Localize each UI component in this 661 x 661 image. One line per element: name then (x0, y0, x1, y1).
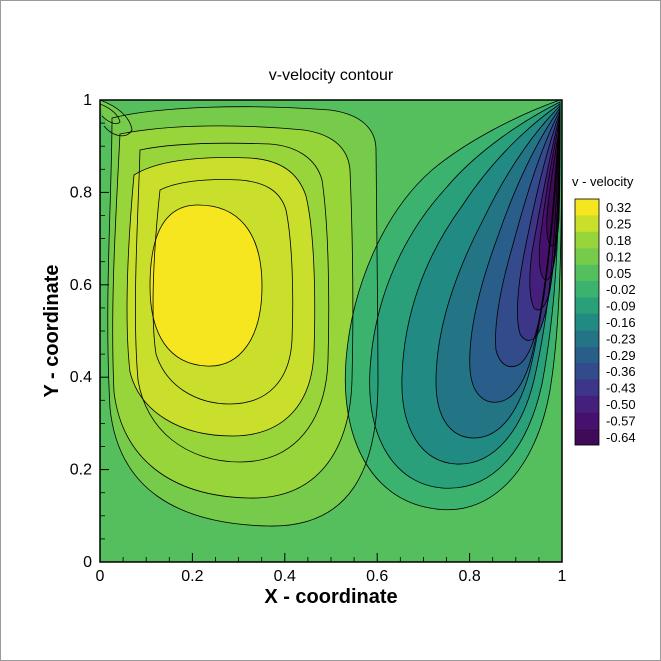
x-axis-ticks: 0 0.2 0.4 0.6 0.8 1 (96, 553, 567, 585)
y-tick-label: 0.8 (70, 184, 92, 201)
y-tick-label: 0.4 (70, 369, 92, 386)
contour-line-extra-3 (100, 103, 121, 124)
contour-line-extra-2 (100, 100, 133, 137)
x-tick-label: 1 (558, 568, 567, 585)
positive-band-3 (150, 204, 262, 367)
contour-line-extra-0 (135, 142, 330, 463)
legend-label: 0.18 (606, 233, 631, 248)
x-tick-label: 0.8 (458, 568, 480, 585)
x-axis-label: X - coordinate (264, 586, 397, 608)
legend-label: -0.23 (606, 331, 636, 346)
contour-line-5 (369, 101, 561, 489)
contour-line-8 (469, 106, 561, 403)
contour-line-0 (107, 106, 379, 527)
x-tick-label: 0.2 (181, 568, 203, 585)
legend-swatch (575, 281, 599, 298)
contour-line-6 (401, 103, 561, 465)
legend-swatch (575, 313, 599, 331)
y-tick-label: 1 (83, 92, 92, 109)
legend-swatch (575, 264, 599, 282)
legend-label: 0.12 (606, 249, 631, 264)
legend-label: -0.43 (606, 381, 636, 396)
legend-swatch (575, 428, 599, 446)
legend-swatch (575, 231, 599, 249)
legend-swatch (575, 363, 599, 380)
x-tick-label: 0.6 (366, 568, 388, 585)
legend-label: 0.05 (606, 266, 631, 281)
plot-area (100, 100, 562, 562)
contour-line-2 (126, 157, 316, 437)
legend-swatch (575, 248, 599, 265)
legend-label: -0.29 (606, 348, 636, 363)
legend-label: -0.09 (606, 299, 636, 314)
y-axis-ticks: 0 0.2 0.4 0.6 0.8 1 (70, 92, 109, 571)
legend-swatches (574, 198, 600, 446)
legend-label: -0.50 (606, 397, 636, 412)
y-tick-label: 0.2 (70, 462, 92, 479)
legend: v - velocity 0.32 0.250.180.12 0.05-0.02 -0… (572, 174, 636, 446)
contour-lines (100, 100, 562, 527)
x-tick-label: 0 (96, 568, 105, 585)
legend-swatch (575, 297, 599, 314)
x-tick-label: 0.4 (274, 568, 296, 585)
legend-label: 0.25 (606, 217, 631, 232)
legend-swatch (575, 199, 599, 216)
contour-line-1 (112, 125, 354, 499)
legend-swatch (575, 215, 599, 232)
legend-label: -0.36 (606, 364, 636, 379)
legend-label: -0.02 (606, 282, 636, 297)
contour-line-11 (529, 113, 561, 311)
legend-border (574, 198, 600, 446)
legend-label: 0.32 (606, 200, 631, 215)
contour-line-12 (538, 117, 561, 281)
legend-swatch (575, 412, 599, 429)
contour-line-13 (546, 123, 561, 247)
legend-swatch (575, 346, 599, 364)
contour-line-extra-1 (152, 179, 294, 405)
legend-label: -0.64 (606, 430, 636, 445)
contour-line-4 (344, 100, 562, 510)
y-axis-label: Y - coordinate (41, 265, 63, 398)
legend-swatch (575, 330, 599, 347)
legend-labels: 0.32 0.250.180.12 0.05-0.02 -0.09-0.16-0.23… (606, 200, 636, 445)
contour-line-3 (149, 204, 263, 367)
contour-line-9 (495, 109, 561, 367)
legend-swatch (575, 395, 599, 413)
legend-label: -0.57 (606, 413, 636, 428)
legend-label: -0.16 (606, 315, 636, 330)
y-tick-label: 0.6 (70, 277, 92, 294)
legend-swatch (575, 379, 599, 396)
y-tick-label: 0 (83, 554, 92, 571)
legend-title: v - velocity (572, 174, 634, 189)
positive-vortex-bands (100, 100, 379, 527)
chart-title: v-velocity contour (269, 67, 394, 84)
